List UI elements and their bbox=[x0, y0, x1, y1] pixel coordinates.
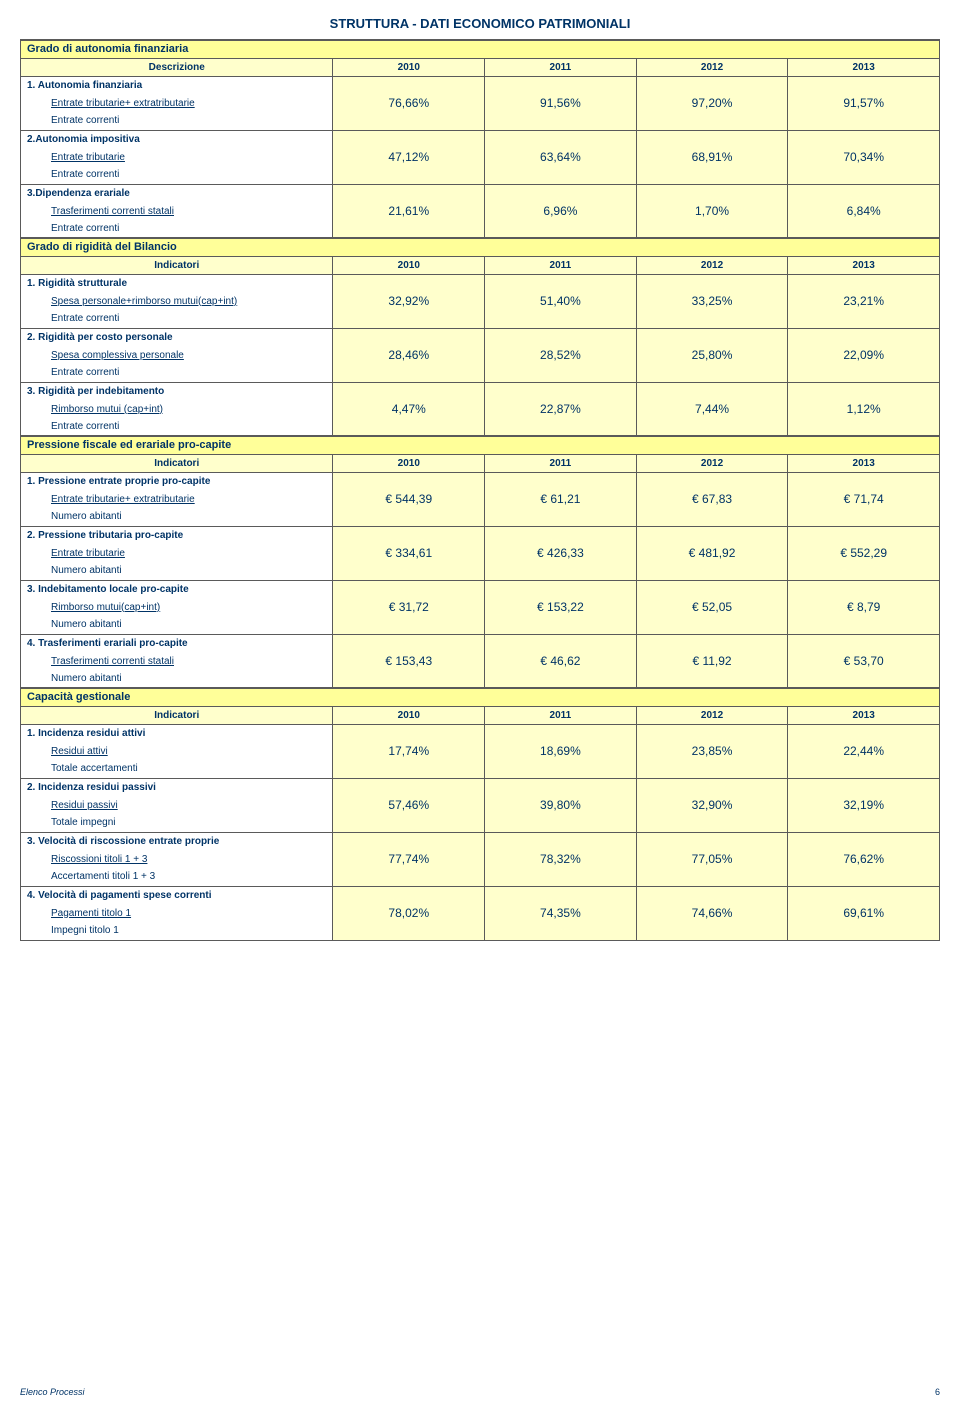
item-denominator-row: Numero abitanti bbox=[21, 508, 940, 526]
section-header: Grado di autonomia finanziaria bbox=[21, 40, 940, 58]
item-head-row: 2. Pressione tributaria pro-capite bbox=[21, 526, 940, 544]
page-number: 6 bbox=[935, 1387, 940, 1397]
item-denominator-row: Numero abitanti bbox=[21, 670, 940, 688]
column-header-row: Descrizione2010201120122013 bbox=[21, 58, 940, 76]
item-denominator-row: Accertamenti titoli 1 + 3 bbox=[21, 868, 940, 886]
data-table: Grado di autonomia finanziariaDescrizion… bbox=[20, 39, 940, 941]
item-numerator-row: Residui passivi57,46%39,80%32,90%32,19% bbox=[21, 796, 940, 814]
column-header-row: Indicatori2010201120122013 bbox=[21, 454, 940, 472]
item-numerator-row: Pagamenti titolo 178,02%74,35%74,66%69,6… bbox=[21, 904, 940, 922]
item-numerator-row: Riscossioni titoli 1 + 377,74%78,32%77,0… bbox=[21, 850, 940, 868]
section-header: Grado di rigidità del Bilancio bbox=[21, 238, 940, 256]
item-numerator-row: Entrate tributarie+ extratributarie76,66… bbox=[21, 94, 940, 112]
item-numerator-row: Entrate tributarie+ extratributarie€ 544… bbox=[21, 490, 940, 508]
item-head-row: 1. Autonomia finanziaria bbox=[21, 76, 940, 94]
item-head-row: 1. Incidenza residui attivi bbox=[21, 724, 940, 742]
item-denominator-row: Entrate correnti bbox=[21, 220, 940, 238]
item-denominator-row: Numero abitanti bbox=[21, 616, 940, 634]
item-head-row: 1. Rigidità strutturale bbox=[21, 274, 940, 292]
item-numerator-row: Spesa personale+rimborso mutui(cap+int)3… bbox=[21, 292, 940, 310]
footer-left: Elenco Processi bbox=[20, 1387, 85, 1397]
column-header-row: Indicatori2010201120122013 bbox=[21, 706, 940, 724]
footer: Elenco Processi 6 bbox=[20, 1387, 940, 1397]
item-numerator-row: Spesa complessiva personale28,46%28,52%2… bbox=[21, 346, 940, 364]
page-title: STRUTTURA - DATI ECONOMICO PATRIMONIALI bbox=[20, 16, 940, 31]
item-numerator-row: Entrate tributarie€ 334,61€ 426,33€ 481,… bbox=[21, 544, 940, 562]
item-head-row: 2. Rigidità per costo personale bbox=[21, 328, 940, 346]
item-denominator-row: Entrate correnti bbox=[21, 364, 940, 382]
item-head-row: 3.Dipendenza erariale bbox=[21, 184, 940, 202]
item-denominator-row: Entrate correnti bbox=[21, 418, 940, 436]
item-head-row: 2. Incidenza residui passivi bbox=[21, 778, 940, 796]
item-head-row: 4. Trasferimenti erariali pro-capite bbox=[21, 634, 940, 652]
item-denominator-row: Numero abitanti bbox=[21, 562, 940, 580]
item-denominator-row: Impegni titolo 1 bbox=[21, 922, 940, 940]
item-numerator-row: Entrate tributarie47,12%63,64%68,91%70,3… bbox=[21, 148, 940, 166]
item-head-row: 2.Autonomia impositiva bbox=[21, 130, 940, 148]
item-denominator-row: Entrate correnti bbox=[21, 112, 940, 130]
item-denominator-row: Totale impegni bbox=[21, 814, 940, 832]
item-numerator-row: Trasferimenti correnti statali21,61%6,96… bbox=[21, 202, 940, 220]
item-numerator-row: Residui attivi17,74%18,69%23,85%22,44% bbox=[21, 742, 940, 760]
item-head-row: 1. Pressione entrate proprie pro-capite bbox=[21, 472, 940, 490]
item-numerator-row: Trasferimenti correnti statali€ 153,43€ … bbox=[21, 652, 940, 670]
item-head-row: 3. Indebitamento locale pro-capite bbox=[21, 580, 940, 598]
section-header: Pressione fiscale ed erariale pro-capite bbox=[21, 436, 940, 454]
item-head-row: 3. Velocità di riscossione entrate propr… bbox=[21, 832, 940, 850]
item-head-row: 3. Rigidità per indebitamento bbox=[21, 382, 940, 400]
item-numerator-row: Rimborso mutui(cap+int)€ 31,72€ 153,22€ … bbox=[21, 598, 940, 616]
item-numerator-row: Rimborso mutui (cap+int)4,47%22,87%7,44%… bbox=[21, 400, 940, 418]
section-header: Capacità gestionale bbox=[21, 688, 940, 706]
column-header-row: Indicatori2010201120122013 bbox=[21, 256, 940, 274]
item-denominator-row: Totale accertamenti bbox=[21, 760, 940, 778]
item-denominator-row: Entrate correnti bbox=[21, 310, 940, 328]
item-denominator-row: Entrate correnti bbox=[21, 166, 940, 184]
item-head-row: 4. Velocità di pagamenti spese correnti bbox=[21, 886, 940, 904]
